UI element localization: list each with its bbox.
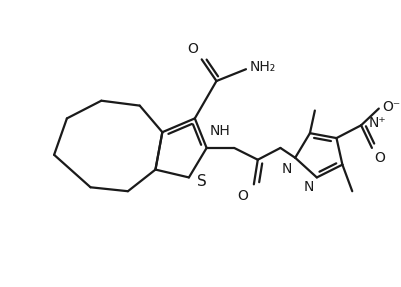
Text: NH: NH <box>209 124 230 138</box>
Text: N⁺: N⁺ <box>368 116 386 130</box>
Text: O: O <box>373 151 384 165</box>
Text: O: O <box>237 189 247 203</box>
Text: NH₂: NH₂ <box>249 60 275 74</box>
Text: O: O <box>186 42 197 57</box>
Text: N: N <box>281 162 292 176</box>
Text: S: S <box>196 174 206 189</box>
Text: O⁻: O⁻ <box>381 100 399 114</box>
Text: N: N <box>303 181 313 194</box>
